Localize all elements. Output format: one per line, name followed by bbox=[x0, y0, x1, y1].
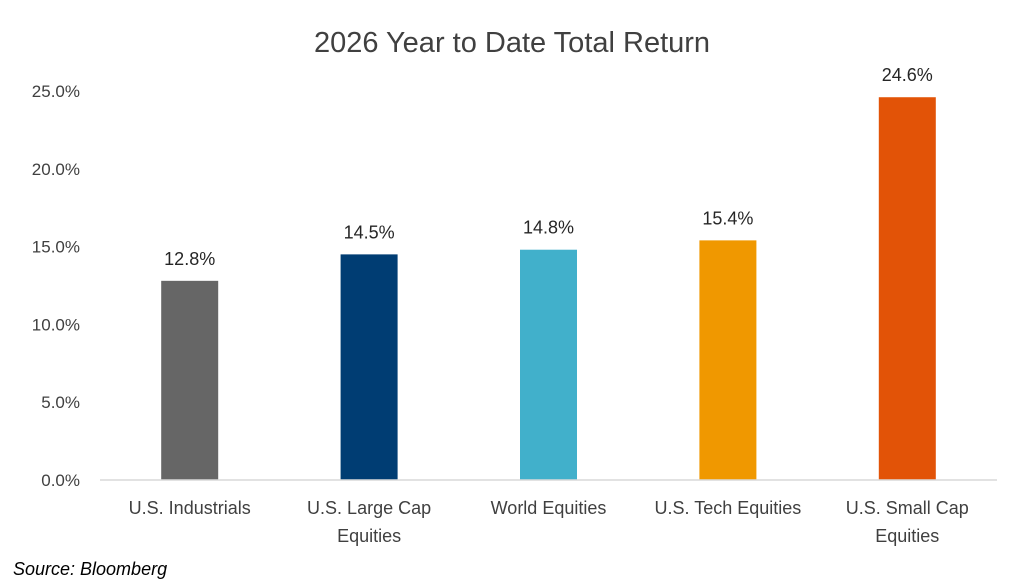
y-tick-label: 5.0% bbox=[41, 393, 80, 412]
chart-title: 2026 Year to Date Total Return bbox=[314, 27, 710, 59]
y-tick-label: 10.0% bbox=[32, 315, 80, 334]
y-tick-label: 15.0% bbox=[32, 238, 80, 257]
bar bbox=[520, 249, 577, 480]
x-axis: U.S. Industrials U.S. Large Cap Equities Wo… bbox=[100, 479, 997, 546]
bar bbox=[699, 240, 757, 480]
data-label: 12.8% bbox=[164, 249, 215, 269]
y-tick-label: 20.0% bbox=[32, 160, 80, 179]
data-label: 14.8% bbox=[523, 218, 574, 238]
y-axis: 0.0% 5.0% 10.0% 15.0% 20.0% 25.0% bbox=[32, 82, 80, 490]
x-tick-label: U.S. Large Cap Equities bbox=[307, 498, 431, 546]
bar bbox=[878, 97, 936, 480]
bars bbox=[161, 97, 936, 480]
x-tick-label: U.S. Industrials bbox=[129, 498, 251, 518]
y-tick-label: 0.0% bbox=[41, 471, 80, 490]
data-label: 14.5% bbox=[344, 222, 395, 242]
x-tick-label: U.S. Tech Equities bbox=[655, 498, 802, 518]
bar bbox=[161, 280, 219, 480]
y-tick-label: 25.0% bbox=[32, 82, 80, 101]
data-label: 24.6% bbox=[882, 65, 933, 85]
data-labels: 12.8% 14.5% 14.8% 15.4% 24.6% bbox=[164, 65, 933, 269]
x-tick-label: World Equities bbox=[491, 498, 607, 518]
bar bbox=[340, 254, 398, 480]
x-tick-label: U.S. Small Cap Equities bbox=[846, 498, 969, 546]
data-label: 15.4% bbox=[702, 208, 753, 228]
source-note: Source: Bloomberg bbox=[13, 559, 168, 579]
